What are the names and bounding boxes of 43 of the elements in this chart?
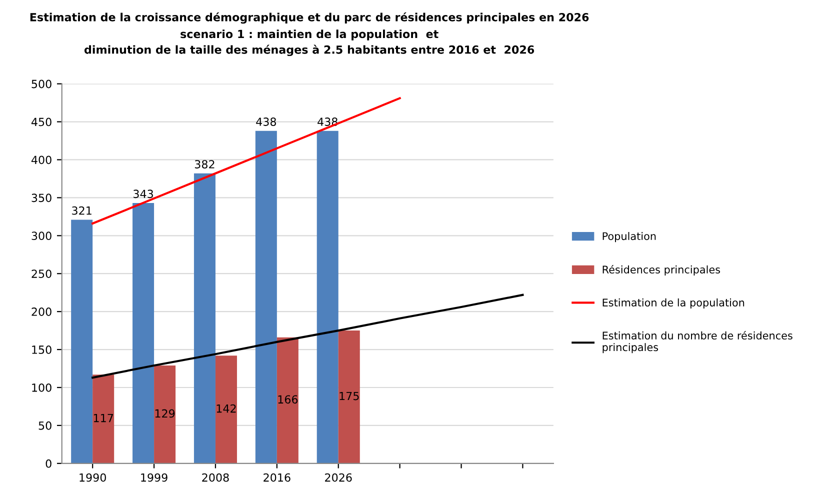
data-label: 343 (134, 190, 153, 198)
legend-label: Résidences principales (602, 265, 720, 276)
bar (316, 130, 338, 464)
y-tick-label: 200 (32, 308, 52, 316)
bar (215, 356, 237, 464)
bar (71, 220, 93, 464)
x-tick-label: 2008 (202, 473, 229, 482)
legend-label: Estimation du nombre de résidences principales (602, 331, 792, 354)
bar (338, 330, 360, 464)
y-tick-label: 450 (31, 118, 52, 126)
data-label: 438 (256, 118, 276, 126)
x-tick-label: 2026 (325, 473, 352, 482)
bar (92, 374, 114, 464)
y-tick-label: 300 (32, 232, 52, 240)
y-tick-label: 400 (31, 156, 52, 164)
data-label: 321 (72, 206, 92, 215)
bar (255, 130, 277, 464)
legend-label: Population (602, 232, 656, 242)
bar (132, 203, 154, 464)
y-tick-label: 150 (32, 346, 52, 354)
chart-subtitle: scenario 1 : maintien de la population et diminution de la taille des ménages à 2.5 habitants entre 2016 et 2026 (84, 30, 534, 56)
data-label: 166 (278, 395, 298, 404)
chart-title: Estimation de la croissance démographique et du parc de résidences principales en 2026 (30, 12, 589, 24)
x-tick-label: 2016 (264, 473, 290, 482)
y-tick-label: 0 (46, 459, 52, 468)
data-label: 142 (216, 404, 236, 413)
data-label: 129 (155, 409, 175, 418)
y-tick-label: 250 (32, 270, 52, 278)
y-tick-label: 100 (32, 383, 52, 392)
bar (194, 173, 216, 464)
x-tick-label: 1990 (80, 473, 106, 482)
bar (154, 365, 176, 464)
data-label: 382 (194, 160, 214, 168)
data-label: 175 (340, 392, 359, 400)
bar (276, 337, 298, 464)
line-series (92, 97, 401, 225)
data-label: 117 (94, 414, 113, 422)
x-tick-label: 1999 (141, 473, 168, 482)
legend-label: Estimation de la population (602, 298, 744, 309)
y-tick-label: 500 (32, 80, 52, 88)
y-tick-label: 350 (32, 194, 52, 202)
y-tick-label: 50 (38, 421, 52, 430)
line-series (92, 294, 524, 379)
